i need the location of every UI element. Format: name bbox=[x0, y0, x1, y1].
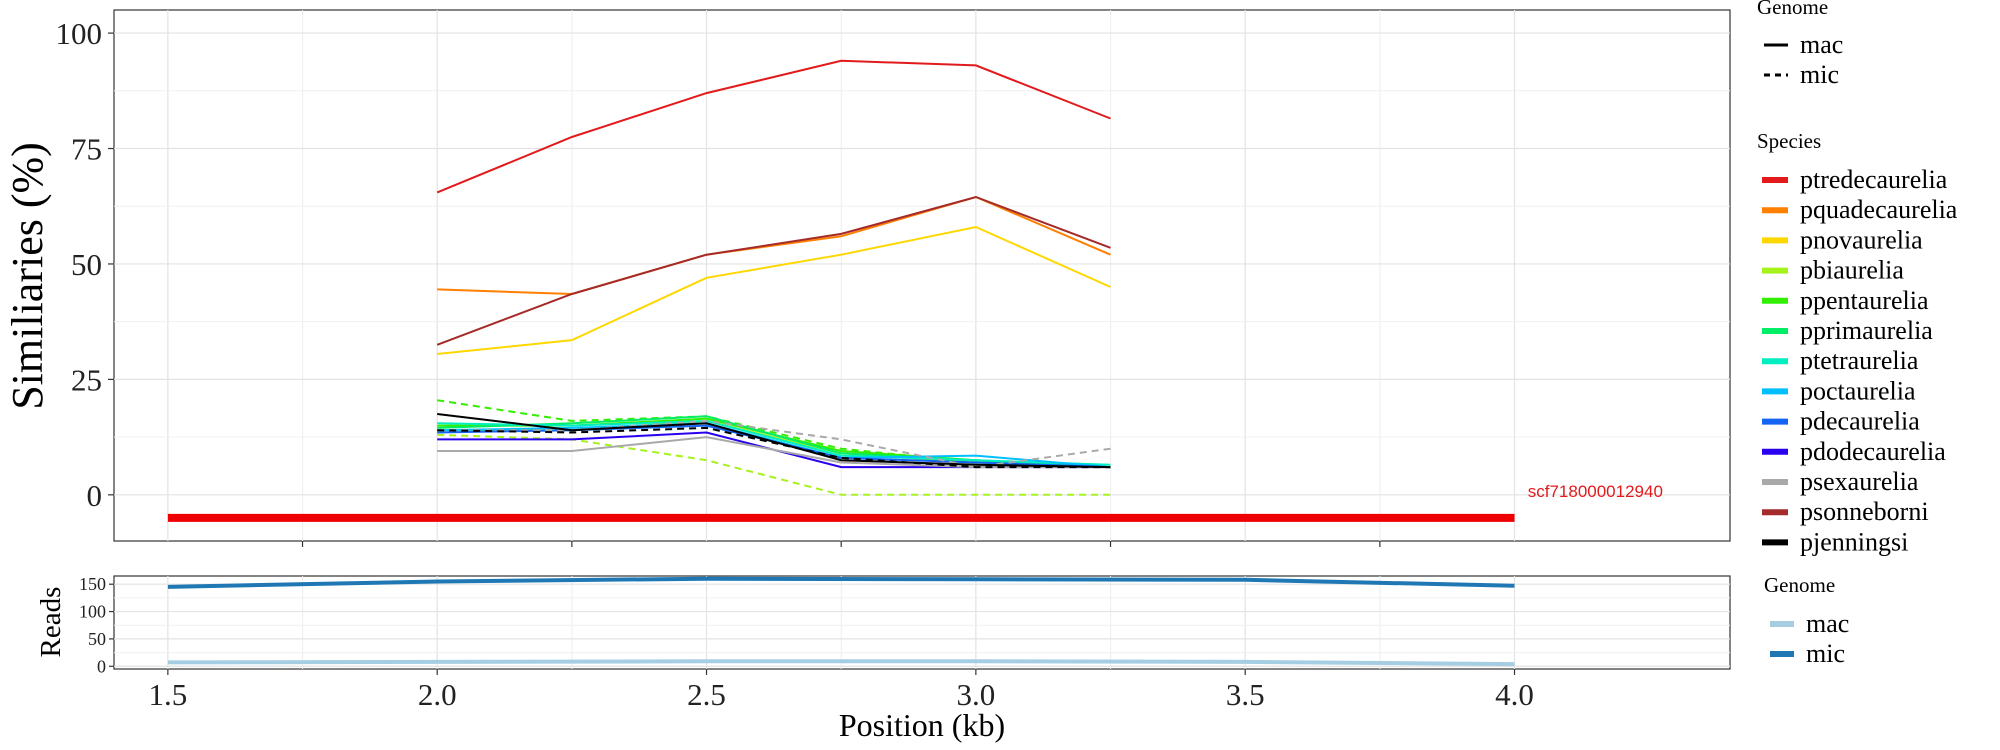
similarity-grid bbox=[114, 10, 1730, 541]
reads-x-axis: 1.5 2.0 2.5 3.0 3.5 4.0 bbox=[148, 669, 1534, 712]
similarity-y-axis: 0 25 50 75 100 bbox=[56, 16, 114, 513]
y-tick-label: 75 bbox=[71, 132, 102, 167]
x-tick-label: 3.5 bbox=[1226, 677, 1265, 712]
legend-reads-label: mic bbox=[1806, 639, 1845, 668]
legend-species-label: ppentaurelia bbox=[1800, 286, 1929, 315]
legend-species-label: ptredecaurelia bbox=[1800, 165, 1948, 194]
x-tick-label: 2.5 bbox=[687, 677, 726, 712]
legend-species-label: pdecaurelia bbox=[1800, 407, 1920, 436]
y-tick-label: 0 bbox=[87, 478, 103, 513]
reads-y-axis: 0 50 100 150 bbox=[79, 574, 114, 676]
legend-genome-title: Genome bbox=[1757, 0, 1828, 19]
y-tick-label: 25 bbox=[71, 362, 102, 397]
legend-reads-label: mac bbox=[1806, 609, 1849, 638]
reads-panel: 0 50 100 150 1.5 2.0 2.5 3.0 3.5 4.0 Reads Posit… bbox=[35, 574, 1731, 743]
similarity-panel-frame bbox=[113, 9, 1731, 542]
series-line-pquadecaurelia-mac bbox=[437, 195, 1111, 296]
legend-reads-title: Genome bbox=[1764, 573, 1835, 597]
y-tick-label: 50 bbox=[71, 247, 102, 282]
x-tick-label: 3.0 bbox=[956, 677, 995, 712]
similarity-panel: 0 25 50 75 100 Similiaries (%) scf7180000129… bbox=[3, 9, 1731, 547]
reads-y-label: Reads bbox=[35, 587, 67, 658]
x-tick-label: 2.0 bbox=[418, 677, 457, 712]
reads-y-tick-label: 100 bbox=[79, 602, 106, 622]
reads-line-mic bbox=[167, 576, 1515, 589]
legend-species-label: psonneborni bbox=[1800, 497, 1929, 526]
legend-species-label: pdodecaurelia bbox=[1800, 437, 1946, 466]
legend-genome-label: mac bbox=[1800, 30, 1843, 59]
series-line-psonneborni-mac bbox=[436, 195, 1111, 346]
reads-y-tick-label: 150 bbox=[79, 574, 106, 594]
legend-species-label: pprimaurelia bbox=[1800, 316, 1933, 345]
series-line-ptredecaurelia-mac bbox=[436, 59, 1111, 194]
scaffold-label: scf718000012940 bbox=[1528, 482, 1663, 501]
legend-species-label: pjenningsi bbox=[1800, 527, 1908, 556]
reads-line-mac bbox=[167, 659, 1515, 667]
legend-species-label: psexaurelia bbox=[1800, 467, 1919, 496]
series-line-pnovaurelia-mac bbox=[437, 225, 1111, 355]
legend-genome-label: mic bbox=[1800, 60, 1839, 89]
reads-panel-frame bbox=[113, 575, 1731, 670]
legend-species: Species ptredecaureliapquadecaureliapnov… bbox=[1757, 129, 1958, 556]
series-line-pjenningsi-mic bbox=[437, 426, 1111, 469]
legend-species-label: pquadecaurelia bbox=[1800, 195, 1958, 224]
legend-species-label: pnovaurelia bbox=[1800, 225, 1923, 254]
reads-y-tick-label: 0 bbox=[97, 656, 106, 676]
x-tick-label: 4.0 bbox=[1495, 677, 1534, 712]
y-tick-label: 100 bbox=[56, 16, 103, 51]
series-line-ptetraurelia-mac bbox=[437, 419, 1111, 466]
legend-species-title: Species bbox=[1757, 129, 1821, 153]
legend-species-label: poctaurelia bbox=[1800, 376, 1916, 405]
similarity-x-ticks bbox=[301, 541, 1381, 547]
similarity-y-label: Similiaries (%) bbox=[3, 142, 52, 410]
series-line-psexaurelia-mic bbox=[437, 419, 1111, 469]
series-line-pjenningsi-mac bbox=[437, 413, 1111, 469]
x-axis-label: Position (kb) bbox=[839, 707, 1005, 743]
x-tick-label: 1.5 bbox=[148, 677, 187, 712]
reads-y-tick-label: 50 bbox=[88, 629, 106, 649]
legend-species-label: pbiaurelia bbox=[1800, 256, 1904, 285]
legend-species-label: ptetraurelia bbox=[1800, 346, 1919, 375]
similarity-lines bbox=[167, 59, 1515, 522]
reads-lines bbox=[167, 576, 1515, 667]
